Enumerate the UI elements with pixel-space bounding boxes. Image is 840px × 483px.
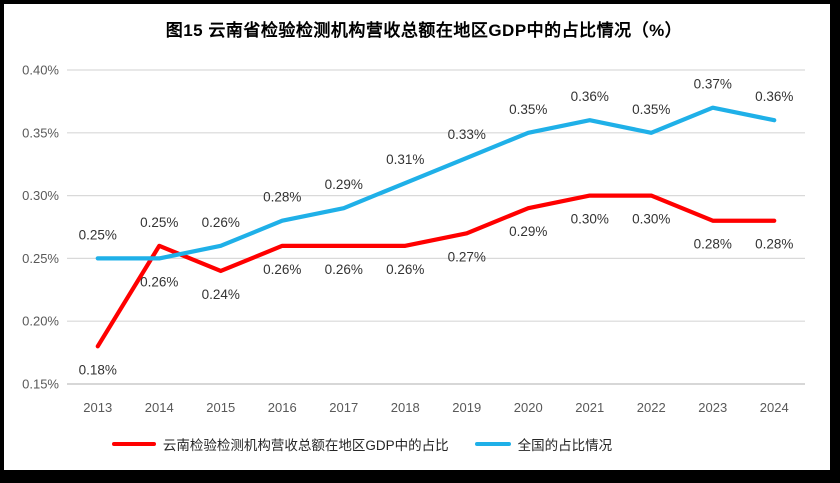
data-label: 0.27% [448,249,486,264]
data-label: 0.35% [632,102,670,117]
x-axis-year-label: 2015 [206,400,235,415]
data-label: 0.36% [571,89,609,104]
data-label: 0.26% [202,215,240,230]
legend-item-yunnan: 云南检验检测机构营收总额在地区GDP中的占比 [111,434,449,454]
data-label: 0.37% [694,77,732,92]
x-axis-year-label: 2018 [391,400,420,415]
legend-label-yunnan: 云南检验检测机构营收总额在地区GDP中的占比 [162,438,449,453]
data-label: 0.26% [386,262,424,277]
series-line-1 [95,105,777,261]
series-line-0 [95,193,777,349]
data-label: 0.18% [79,362,117,377]
data-label: 0.29% [325,177,363,192]
chart-title: 图15 云南省检验检测机构营收总额在地区GDP中的占比情况（%） [165,21,683,40]
data-label: 0.28% [755,237,793,252]
data-label: 0.25% [79,227,117,242]
data-label: 0.30% [632,212,670,227]
line-chart-plot-area: 0.40% 0.35% 0.30% 0.25% 0.20% 0.15% 2013 2014 20… [22,63,805,415]
legend-item-national: 全国的占比情况 [474,434,613,454]
blue-line-swatch-icon [474,442,511,446]
x-axis-year-label: 2013 [83,400,112,415]
data-label: 0.31% [386,152,424,167]
x-axis-year-label: 2023 [698,400,727,415]
y-axis-tick-label: 0.40% [22,63,59,78]
x-axis-year-label: 2014 [145,400,174,415]
x-axis-year-label: 2017 [329,400,358,415]
legend-label-national: 全国的占比情况 [517,438,613,453]
chart-legend: 云南检验检测机构营收总额在地区GDP中的占比 全国的占比情况 [4,433,720,455]
x-axis-year-label: 2022 [637,400,666,415]
y-axis-tick-label: 0.35% [22,125,59,140]
y-axis-tick-label: 0.15% [22,377,59,392]
data-label: 0.33% [448,127,486,142]
y-axis-tick-label: 0.20% [22,314,59,329]
y-axis-tick-label: 0.25% [22,251,59,266]
data-label: 0.28% [694,237,732,252]
data-label: 0.24% [202,287,240,302]
data-label: 0.29% [509,224,547,239]
data-label: 0.26% [140,274,178,289]
x-axis-year-label: 2016 [268,400,297,415]
data-label: 0.35% [509,102,547,117]
data-label: 0.28% [263,190,301,205]
x-axis-year-label: 2019 [452,400,481,415]
y-axis-tick-label: 0.30% [22,188,59,203]
data-label: 0.26% [325,262,363,277]
data-label: 0.30% [571,212,609,227]
data-label: 0.36% [755,89,793,104]
data-label: 0.26% [263,262,301,277]
x-axis-year-label: 2020 [514,400,543,415]
data-label: 0.25% [140,215,178,230]
x-axis-year-label: 2021 [575,400,604,415]
x-axis-year-label: 2024 [760,400,789,415]
red-line-swatch-icon [111,442,156,446]
